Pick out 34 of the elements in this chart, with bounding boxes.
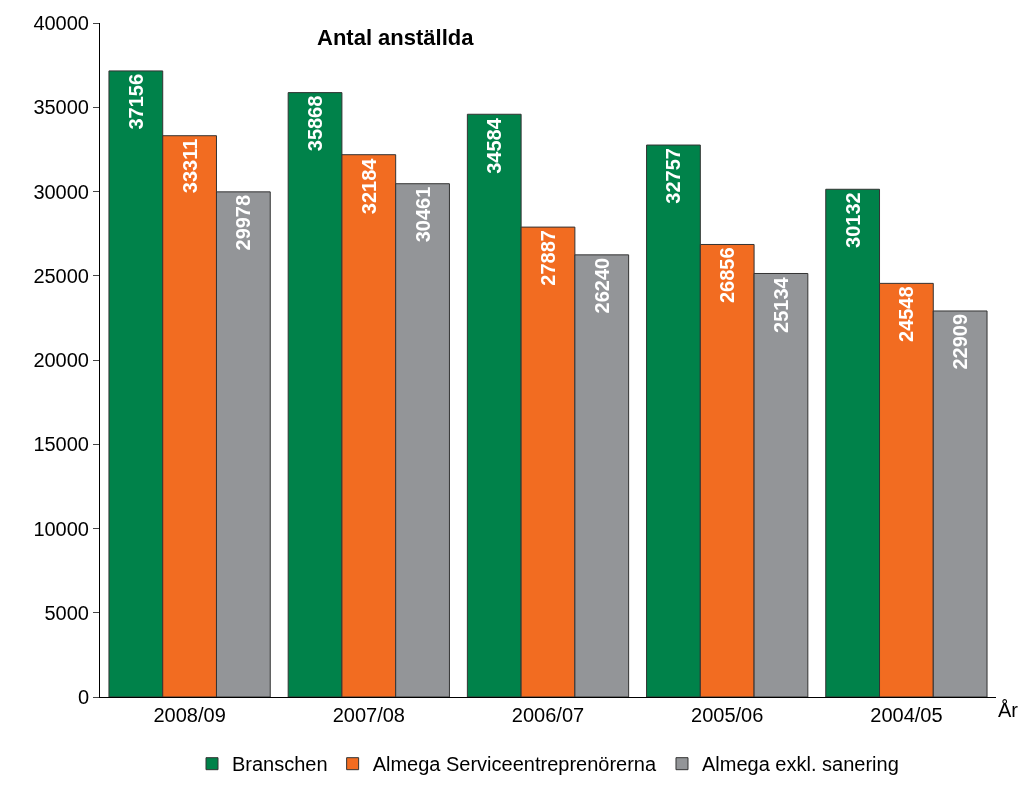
y-tick-label: 35000 [33, 96, 89, 119]
y-tick-label: 30000 [33, 180, 89, 203]
x-tick-label: 2006/07 [511, 704, 585, 726]
data-label: 35868 [304, 95, 327, 152]
x-tick-label: 2007/08 [332, 704, 405, 726]
y-tick-label: 20000 [33, 349, 89, 371]
data-label: 30461 [411, 186, 434, 243]
y-tick-label: 0 [77, 686, 89, 708]
y-tick-label: 5000 [44, 601, 89, 624]
data-label: 26856 [716, 247, 739, 304]
data-label: 32184 [357, 157, 380, 215]
data-label: 22909 [949, 313, 972, 370]
x-axis-title: År [998, 699, 1019, 721]
x-tick-label: 2004/05 [870, 704, 943, 726]
legend-label: Almega Serviceentreprenörerna [372, 753, 657, 776]
y-tick-label: 40000 [33, 12, 89, 34]
y-tick-label: 10000 [33, 517, 89, 540]
y-tick-label: 15000 [33, 433, 89, 456]
data-label: 24548 [895, 286, 918, 342]
data-label: 33311 [178, 138, 201, 194]
data-label: 32757 [662, 148, 685, 204]
legend-label: Branschen [232, 753, 328, 776]
data-label: 30132 [841, 192, 864, 248]
data-label: 37156 [124, 73, 147, 130]
data-label: 29978 [232, 194, 255, 251]
data-label: 25134 [769, 276, 792, 333]
data-label: 26240 [590, 257, 613, 314]
legend-label: Almega exkl. sanering [701, 753, 899, 776]
x-tick-label: 2008/09 [153, 704, 226, 726]
data-label: 34584 [483, 117, 506, 174]
x-tick-label: 2005/06 [691, 704, 764, 726]
chart-title: Antal anställda [317, 25, 475, 50]
y-tick-label: 25000 [33, 264, 89, 287]
data-label: 27887 [537, 230, 559, 286]
